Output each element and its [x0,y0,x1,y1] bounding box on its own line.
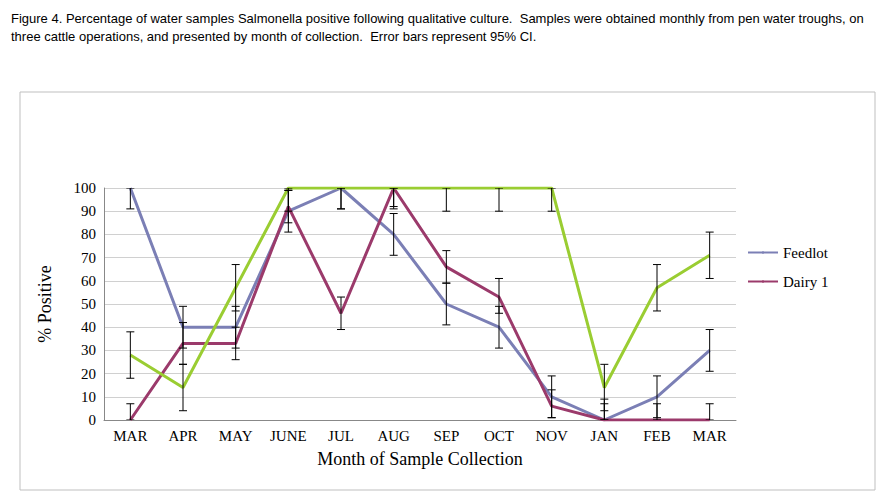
svg-text:Feedlot: Feedlot [783,245,829,261]
svg-text:APR: APR [168,428,197,444]
svg-text:JUL: JUL [328,428,354,444]
svg-text:80: 80 [81,226,96,242]
svg-text:OCT: OCT [484,428,514,444]
svg-text:Month of Sample Collection: Month of Sample Collection [317,449,522,469]
svg-text:NOV: NOV [535,428,568,444]
svg-text:JUNE: JUNE [270,428,307,444]
svg-text:10: 10 [81,389,96,405]
svg-text:0: 0 [89,412,97,428]
svg-text:MAR: MAR [693,428,727,444]
svg-text:90: 90 [81,203,96,219]
svg-text:60: 60 [81,273,96,289]
svg-text:20: 20 [81,366,96,382]
svg-text:MAY: MAY [219,428,253,444]
svg-text:50: 50 [81,296,96,312]
svg-text:100: 100 [74,180,97,196]
svg-text:three cattle operations, and p: three cattle operations, and presented b… [11,29,536,44]
svg-text:AUG: AUG [377,428,410,444]
svg-text:SEP: SEP [433,428,459,444]
svg-text:% Positive: % Positive [35,265,55,343]
svg-text:70: 70 [81,250,96,266]
svg-text:Dairy 1: Dairy 1 [783,274,828,290]
svg-text:Figure 4. Percentage of water: Figure 4. Percentage of water samples Sa… [11,11,867,26]
svg-text:30: 30 [81,342,96,358]
svg-text:MAR: MAR [113,428,147,444]
svg-text:FEB: FEB [643,428,671,444]
svg-text:JAN: JAN [591,428,619,444]
svg-text:40: 40 [81,319,96,335]
